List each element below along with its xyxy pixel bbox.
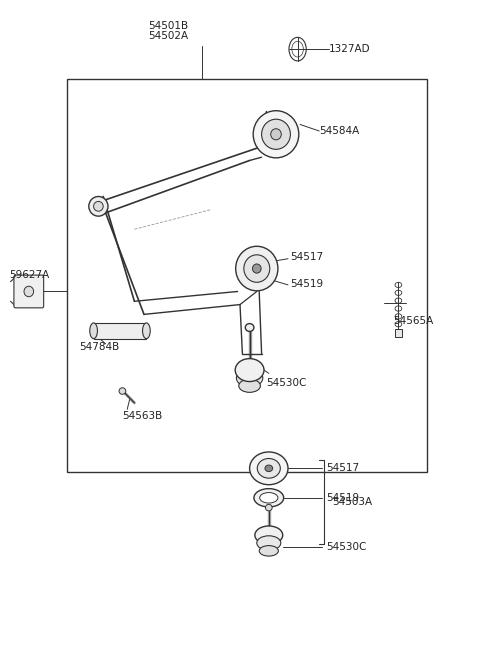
Text: 54519: 54519: [326, 493, 360, 503]
Ellipse shape: [255, 526, 283, 544]
Text: 54502A: 54502A: [148, 31, 188, 41]
Ellipse shape: [252, 264, 261, 273]
Text: 54530C: 54530C: [326, 542, 367, 552]
Ellipse shape: [257, 458, 280, 478]
Text: 54517: 54517: [326, 462, 360, 473]
Bar: [67, 79, 427, 472]
Ellipse shape: [90, 323, 97, 339]
Text: 54501B: 54501B: [148, 21, 188, 31]
Bar: [395, 329, 402, 337]
Ellipse shape: [245, 324, 254, 331]
Ellipse shape: [239, 379, 261, 392]
Ellipse shape: [237, 369, 263, 387]
Text: 54584A: 54584A: [319, 126, 360, 136]
Text: 54519: 54519: [290, 278, 324, 289]
Ellipse shape: [259, 546, 278, 556]
Ellipse shape: [244, 255, 270, 282]
Text: 54503A: 54503A: [333, 496, 373, 507]
Ellipse shape: [235, 359, 264, 381]
Ellipse shape: [253, 111, 299, 158]
Ellipse shape: [271, 128, 281, 140]
Text: 54563B: 54563B: [122, 411, 163, 421]
Ellipse shape: [262, 119, 290, 149]
Text: 54517: 54517: [290, 252, 324, 263]
Ellipse shape: [257, 536, 281, 550]
Text: 1327AD: 1327AD: [329, 44, 371, 54]
Ellipse shape: [119, 388, 126, 394]
FancyBboxPatch shape: [14, 275, 44, 308]
Ellipse shape: [89, 196, 108, 216]
Ellipse shape: [250, 452, 288, 485]
Text: 59627A: 59627A: [10, 270, 50, 280]
Text: 54565A: 54565A: [394, 316, 434, 326]
Ellipse shape: [265, 504, 272, 511]
Ellipse shape: [254, 489, 284, 507]
Text: 54784B: 54784B: [79, 342, 120, 352]
Ellipse shape: [24, 286, 34, 297]
Ellipse shape: [143, 323, 150, 339]
Bar: [94, 323, 146, 339]
Ellipse shape: [265, 465, 273, 472]
Text: 54530C: 54530C: [266, 378, 307, 388]
Ellipse shape: [236, 246, 278, 291]
Ellipse shape: [260, 493, 278, 503]
Ellipse shape: [94, 202, 103, 211]
